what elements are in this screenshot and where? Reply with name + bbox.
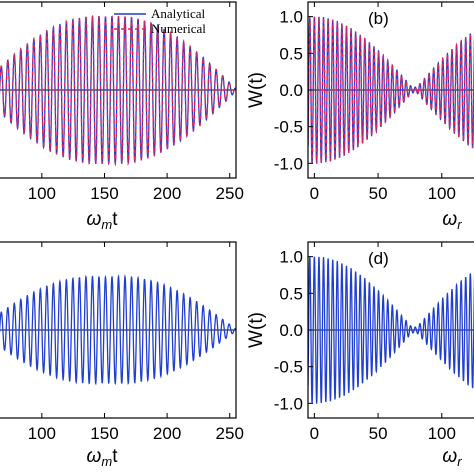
x-tick-label: 100: [428, 184, 456, 203]
x-tick-label: 100: [428, 424, 456, 443]
legend-label-numerical: Numerical: [151, 21, 206, 36]
series-line-numerical: [308, 16, 474, 164]
y-tick-label: -1.0: [274, 394, 303, 413]
x-tick-label: 100: [28, 424, 56, 443]
y-tick-label: 1.0: [279, 8, 303, 27]
panel-d: 0 50 100 1.0 0.5 0.0 -0.5 -1.0 W(t) (d) ωr: [246, 241, 474, 469]
y-tick-label: 1.0: [279, 248, 303, 267]
x-tick-label: 100: [28, 184, 56, 203]
x-tick-label: 50: [369, 184, 388, 203]
plot-frame: [0, 1, 237, 179]
x-tick-label: 150: [90, 184, 118, 203]
y-tick-label: 0.0: [279, 321, 303, 340]
x-axis-label: ωmt: [87, 209, 119, 232]
panel-label: (d): [368, 249, 389, 268]
x-tick-label: 150: [90, 424, 118, 443]
panel-c: 100 150 200 250 ωmt: [0, 241, 244, 469]
y-axis-label: W(t): [246, 312, 267, 348]
y-tick-label: 0.5: [279, 284, 303, 303]
y-tick-label: -0.5: [274, 118, 303, 137]
x-tick-label: 250: [216, 184, 244, 203]
x-axis-label: ωr: [442, 446, 462, 469]
x-tick-label: 50: [369, 424, 388, 443]
panel-label: (b): [368, 9, 389, 28]
y-axis-label: W(t): [246, 72, 267, 108]
y-tick-label: -0.5: [274, 358, 303, 377]
series-line-signal: [0, 273, 236, 386]
x-axis-label: ωmt: [87, 446, 119, 469]
x-tick-label: 0: [310, 424, 319, 443]
x-tick-label: 200: [153, 424, 181, 443]
plot-frame: [0, 241, 237, 419]
legend-label-analytical: Analytical: [151, 6, 206, 21]
y-tick-label: 0.0: [279, 81, 303, 100]
y-tick-label: 0.5: [279, 44, 303, 63]
x-tick-label: 0: [310, 184, 319, 203]
series-line-numerical: [0, 15, 236, 167]
x-tick-label: 200: [153, 184, 181, 203]
y-tick-label: -1.0: [274, 154, 303, 173]
panel-b: 0 50 100 1.0 0.5 0.0 -0.5 -1.0 W(t) (b) ωr: [246, 1, 474, 232]
series-line-signal: [308, 256, 474, 404]
x-tick-label: 250: [216, 424, 244, 443]
x-axis-label: ωr: [442, 209, 462, 232]
